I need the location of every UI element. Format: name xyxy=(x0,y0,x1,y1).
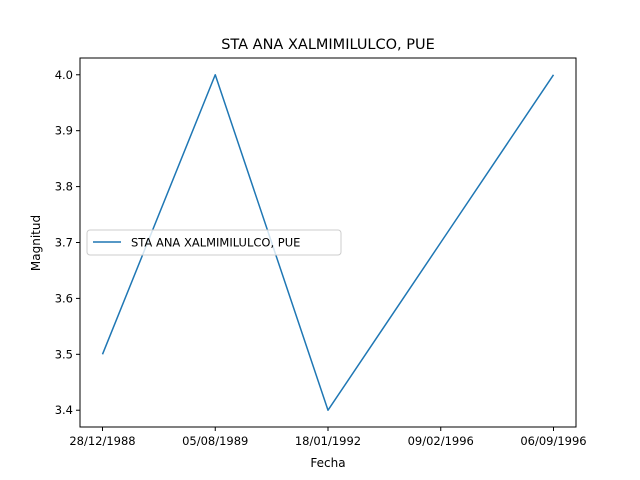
y-tick-label: 3.4 xyxy=(55,403,73,417)
y-axis: 3.4 3.5 3.6 3.7 3.8 3.9 4.0 xyxy=(55,68,80,417)
x-tick-label: 05/08/1989 xyxy=(182,434,248,448)
x-tick-label: 06/09/1996 xyxy=(520,434,586,448)
legend-label: STA ANA XALMIMILULCO, PUE xyxy=(131,236,300,250)
y-tick-label: 3.9 xyxy=(55,124,73,138)
x-tick-label: 09/02/1996 xyxy=(408,434,474,448)
x-tick-label: 18/01/1992 xyxy=(295,434,361,448)
y-tick-label: 3.8 xyxy=(55,180,73,194)
x-axis-label: Fecha xyxy=(310,456,345,470)
x-tick-label: 28/12/1988 xyxy=(69,434,135,448)
legend: STA ANA XALMIMILULCO, PUE xyxy=(86,229,342,256)
y-tick-label: 3.5 xyxy=(55,347,73,361)
x-axis: 28/12/1988 05/08/1989 18/01/1992 09/02/1996… xyxy=(69,427,587,448)
chart-title: STA ANA XALMIMILULCO, PUE xyxy=(221,37,435,53)
legend-box xyxy=(86,229,342,256)
y-axis-label: Magnitud xyxy=(29,215,43,271)
y-tick-label: 4.0 xyxy=(55,68,73,82)
y-tick-label: 3.6 xyxy=(55,291,73,305)
y-tick-label: 3.7 xyxy=(55,236,73,250)
series-line xyxy=(101,74,555,411)
